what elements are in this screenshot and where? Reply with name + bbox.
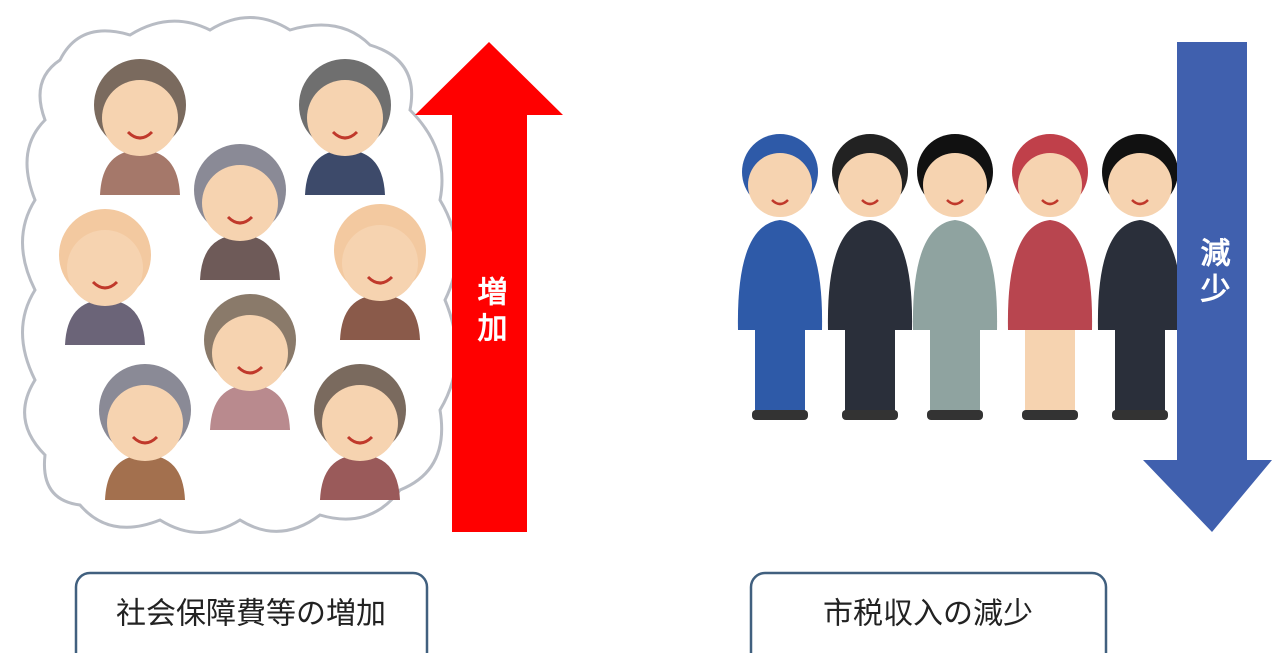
shoes bbox=[1022, 410, 1078, 420]
increase-label: 増加 bbox=[472, 276, 508, 348]
smile bbox=[1131, 199, 1149, 206]
caption-box bbox=[74, 571, 429, 653]
body bbox=[320, 455, 400, 500]
body bbox=[340, 295, 420, 340]
legs bbox=[1115, 330, 1165, 415]
body bbox=[305, 150, 385, 195]
torso bbox=[1097, 220, 1183, 330]
smile bbox=[366, 275, 394, 285]
face bbox=[838, 153, 902, 217]
face bbox=[212, 315, 288, 391]
body bbox=[65, 300, 145, 345]
face bbox=[67, 230, 143, 306]
shoes bbox=[752, 410, 808, 420]
decrease-arrow bbox=[1143, 42, 1272, 532]
decrease-label: 減少 bbox=[1195, 237, 1231, 309]
smile bbox=[346, 435, 374, 445]
smile bbox=[126, 130, 154, 140]
shoes bbox=[1112, 410, 1168, 420]
face bbox=[1018, 153, 1082, 217]
illustration-people bbox=[59, 59, 1183, 500]
face bbox=[107, 385, 183, 461]
increase-arrow bbox=[415, 42, 563, 532]
smile bbox=[771, 199, 789, 206]
face bbox=[102, 80, 178, 156]
face bbox=[342, 225, 418, 301]
body bbox=[100, 150, 180, 195]
face bbox=[923, 153, 987, 217]
smile bbox=[331, 130, 359, 140]
torso bbox=[737, 220, 823, 330]
face bbox=[748, 153, 812, 217]
smile bbox=[131, 435, 159, 445]
legs bbox=[1025, 330, 1075, 415]
face bbox=[1108, 153, 1172, 217]
torso bbox=[912, 220, 998, 330]
body bbox=[210, 385, 290, 430]
smile bbox=[91, 280, 119, 290]
face bbox=[307, 80, 383, 156]
body bbox=[200, 235, 280, 280]
legs bbox=[930, 330, 980, 415]
face bbox=[202, 165, 278, 241]
caption-box bbox=[749, 571, 1108, 653]
smile bbox=[236, 365, 264, 375]
shoes bbox=[842, 410, 898, 420]
shoes bbox=[927, 410, 983, 420]
smile bbox=[946, 199, 964, 206]
torso bbox=[827, 220, 913, 330]
caption: 市税収入の減少 bbox=[823, 597, 1033, 632]
smile bbox=[1041, 199, 1059, 206]
legs bbox=[755, 330, 805, 415]
smile bbox=[226, 215, 254, 225]
face bbox=[322, 385, 398, 461]
torso bbox=[1007, 220, 1093, 330]
smile bbox=[861, 199, 879, 206]
caption: 社会保障費等の増加 bbox=[116, 597, 386, 632]
body bbox=[105, 455, 185, 500]
legs bbox=[845, 330, 895, 415]
